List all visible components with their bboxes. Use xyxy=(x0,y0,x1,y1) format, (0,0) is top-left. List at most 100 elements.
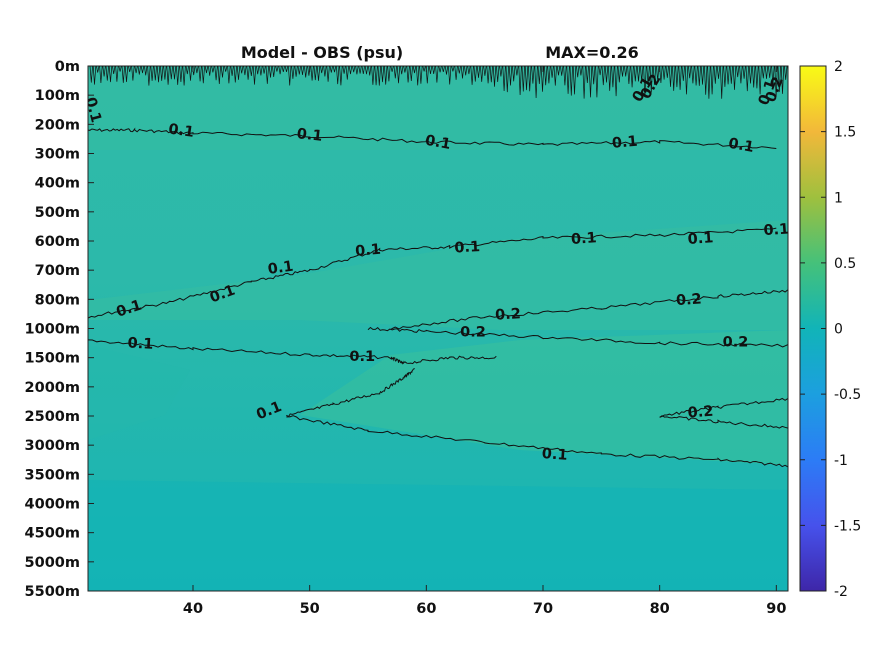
y-tick-label: 200m xyxy=(35,117,80,133)
contour-line xyxy=(88,339,497,365)
contour-label: 0.2 xyxy=(460,324,486,340)
y-tick-label: 100m xyxy=(35,88,80,104)
chart-title: Model - OBS (psu) xyxy=(241,43,403,62)
contour-label: 0.1 xyxy=(355,242,382,260)
y-tick-label: 500m xyxy=(35,205,80,221)
contour-label: 0.1 xyxy=(114,297,143,320)
y-tick-label: 3000m xyxy=(25,438,80,454)
contour-label-text: 0.1 xyxy=(296,126,323,145)
x-tick-label: 80 xyxy=(650,601,670,617)
y-tick-label: 400m xyxy=(35,176,80,192)
contour-label: 0.1 xyxy=(167,121,195,140)
y-tick-label: 1000m xyxy=(25,322,80,338)
colorbar-tick-label: 1 xyxy=(834,190,843,206)
y-axis: 0m 100m 200m 300m 400m 500m 600m 700m 800m 1000m 1… xyxy=(25,59,94,600)
contour-label-text: 0.2 xyxy=(723,335,749,351)
contour-label-text: 0.1 xyxy=(454,239,480,256)
contour-label-text: 0.1 xyxy=(355,242,382,260)
colorbar-tick-label: -0.5 xyxy=(834,387,861,403)
contour-label-text: 0.1 xyxy=(349,349,375,365)
colorbar-tick-label: -1 xyxy=(834,453,848,469)
contour-line xyxy=(659,397,788,418)
surface-contour-noise xyxy=(89,66,788,99)
y-tick-label: 3500m xyxy=(25,467,80,483)
contour-label-text: 0.1 xyxy=(127,335,153,352)
y-tick-label: 2500m xyxy=(25,409,80,425)
colorbar-ticks: 2 1.5 1 0.5 0 -0.5 -1 -1.5 -2 xyxy=(800,59,861,600)
contour-line xyxy=(88,227,777,319)
y-tick-label: 800m xyxy=(35,292,80,308)
colorbar-tick-label: 1.5 xyxy=(834,125,856,141)
y-tick-label: 300m xyxy=(35,147,80,163)
y-tick-label: 5500m xyxy=(25,584,80,600)
contour-label-text: 0.1 xyxy=(763,221,790,239)
plot-area: 0.1 0.1 0.1 0.1 0.1 0.1 0.1 0.1 0.1 0.1 0.1 0.1 0.1 0… xyxy=(82,65,790,592)
contour-line xyxy=(286,414,788,468)
contour-label-text: 0.1 xyxy=(267,259,295,278)
colorbar: 2 1.5 1 0.5 0 -0.5 -1 -1.5 -2 xyxy=(799,59,861,600)
contour-label: 0.1 xyxy=(570,230,597,248)
colorbar-tick-label: -2 xyxy=(834,584,848,600)
contour-lines xyxy=(88,127,788,468)
contour-label-text: 0.1 xyxy=(687,230,714,248)
contour-label: 0.1 xyxy=(454,239,480,256)
contour-label-text: 0.1 xyxy=(82,96,104,125)
x-tick-label: 90 xyxy=(766,601,786,617)
contour-label: 0.2 xyxy=(687,404,714,422)
contour-line xyxy=(367,326,788,348)
contour-label: 0.1 xyxy=(296,126,323,145)
colorbar-tick-label: 0 xyxy=(834,322,843,338)
contour-label: 0.1 xyxy=(127,335,153,352)
colorbar-tick-label: 0.5 xyxy=(834,256,856,272)
field-patch-bottom xyxy=(88,480,788,591)
contour-label: 0.1 xyxy=(267,259,295,278)
y-tick-label: 2000m xyxy=(25,380,80,396)
contour-label-text: 0.2 xyxy=(495,306,521,323)
contour-label-text: 0.2 xyxy=(675,291,702,309)
contour-label-text: 0.1 xyxy=(167,121,195,140)
x-tick-label: 50 xyxy=(300,601,320,617)
contour-label: 0.2 xyxy=(723,335,749,351)
y-tick-label: 0m xyxy=(55,59,80,75)
contour-labels: 0.1 0.1 0.1 0.1 0.1 0.1 0.1 0.1 0.1 0.1 0.1 0.1 0.1 0… xyxy=(82,72,790,464)
chart-max-label: MAX=0.26 xyxy=(545,43,639,62)
contour-label: 0.1 xyxy=(349,349,375,365)
surface-noise xyxy=(89,66,788,99)
contour-label-text: 0.1 xyxy=(570,230,597,248)
y-tick-label: 4500m xyxy=(25,526,80,542)
contour-label: 0.2 xyxy=(675,291,702,309)
contour-line xyxy=(391,289,788,330)
contour-line xyxy=(286,368,415,418)
contour-label: 0.1 xyxy=(727,136,755,156)
contour-label: 0.1 xyxy=(424,133,452,153)
contour-label: 0.2 xyxy=(495,306,521,323)
contour-line xyxy=(88,127,777,149)
contour-label: 0.1 xyxy=(763,221,790,239)
x-tick-label: 60 xyxy=(416,601,436,617)
x-tick-label: 70 xyxy=(533,601,553,617)
x-tick-label: 40 xyxy=(183,601,203,617)
contour-label: 0.1 xyxy=(82,96,104,125)
y-tick-label: 700m xyxy=(35,263,80,279)
y-tick-label: 600m xyxy=(35,234,80,250)
y-tick-label: 4000m xyxy=(25,497,80,513)
field-patch-left xyxy=(88,345,190,440)
contour-label-text: 0.2 xyxy=(460,324,486,340)
contour-label-text: 0.1 xyxy=(611,134,638,152)
field-patches xyxy=(88,66,788,591)
contour-label-text: 0.1 xyxy=(541,446,568,464)
contour-label-text: 0.1 xyxy=(424,133,452,153)
colorbar-tick-label: -1.5 xyxy=(834,518,861,534)
contour-label-text: 0.2 xyxy=(687,404,714,422)
x-axis: 40 50 60 70 80 90 xyxy=(183,66,786,617)
contour-line xyxy=(659,415,788,429)
field-patch-deep xyxy=(300,330,788,465)
contour-label: 0.1 xyxy=(687,230,714,248)
field-patch-mid xyxy=(88,220,788,330)
contour-label: 0.1 xyxy=(541,446,568,464)
y-tick-label: 5000m xyxy=(25,555,80,571)
contour-label-text: 0.1 xyxy=(727,136,755,156)
colorbar-tick-label: 2 xyxy=(834,59,843,75)
contour-label: 0.1 xyxy=(611,134,638,152)
